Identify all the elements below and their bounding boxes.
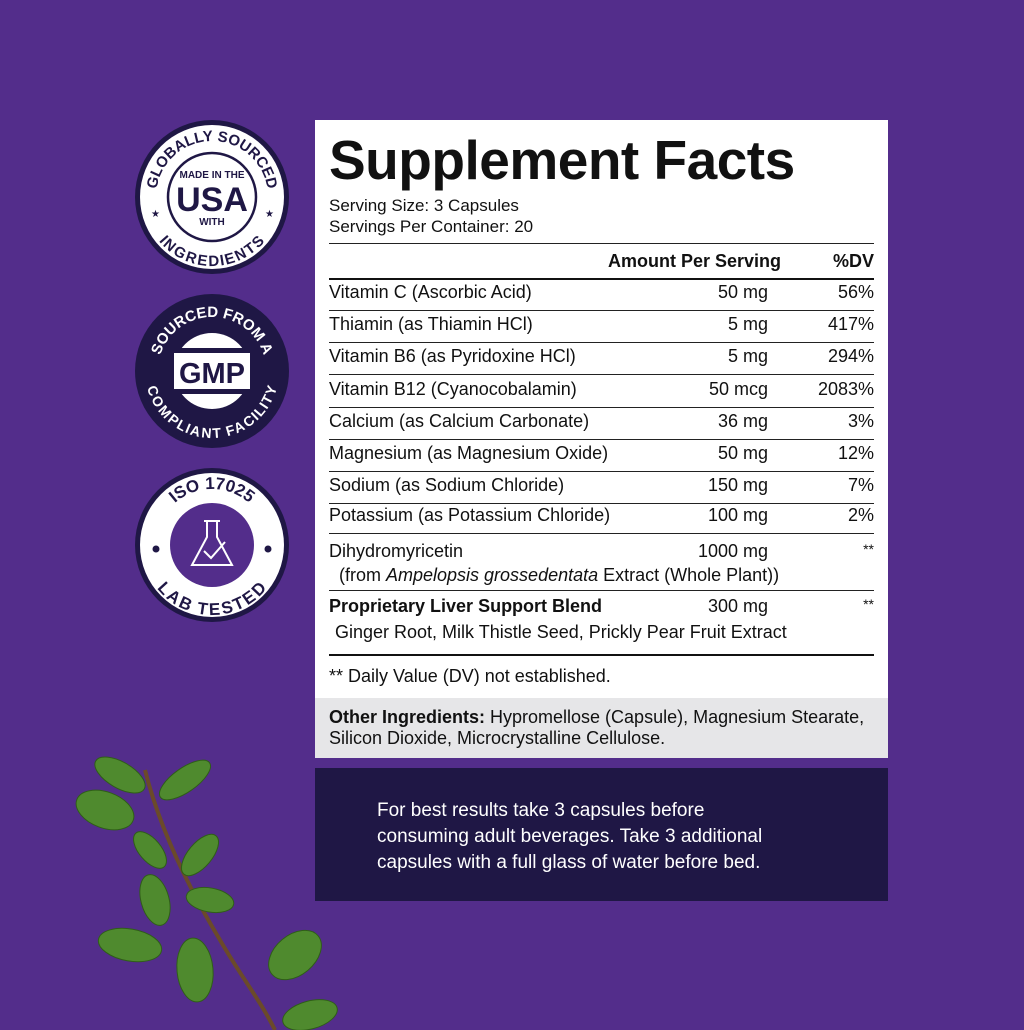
nutrient-name: Vitamin C (Ascorbic Acid) bbox=[329, 282, 532, 302]
svg-text:MADE IN THE: MADE IN THE bbox=[180, 170, 245, 181]
divider bbox=[329, 503, 874, 504]
amount-header: Amount Per Serving bbox=[607, 251, 781, 271]
divider bbox=[329, 439, 874, 440]
blend-ingredients: Ginger Root, Milk Thistle Seed, Prickly … bbox=[335, 622, 787, 642]
made-in-usa-badge: GLOBALLY SOURCED INGREDIENTS MADE IN THE… bbox=[135, 120, 289, 274]
nutrient-name: Calcium (as Calcium Carbonate) bbox=[329, 411, 590, 431]
nutrient-amount: 50 mcg bbox=[708, 379, 768, 399]
gmp-badge: SOURCED FROM A COMPLIANT FACILITY GMP bbox=[135, 294, 289, 448]
nutrient-name: Potassium (as Potassium Chloride) bbox=[329, 505, 611, 525]
svg-text:★: ★ bbox=[265, 209, 274, 220]
divider bbox=[329, 243, 874, 244]
serving-size: Serving Size: 3 Capsules bbox=[329, 196, 519, 215]
svg-text:USA: USA bbox=[176, 181, 248, 219]
dhm-source: (from Ampelopsis grossedentata Extract (… bbox=[339, 565, 780, 585]
leaf-branch-image bbox=[75, 756, 338, 1030]
nutrient-amount: 5 mg bbox=[727, 314, 768, 334]
nutrient-dv: 2083% bbox=[817, 379, 874, 399]
divider bbox=[329, 590, 874, 591]
nutrient-name: Sodium (as Sodium Chloride) bbox=[329, 475, 565, 495]
directions-box: For best results take 3 capsules before … bbox=[315, 768, 888, 901]
nutrient-amount: 100 mg bbox=[707, 505, 768, 525]
divider bbox=[329, 342, 874, 343]
footnote: ** Daily Value (DV) not established. bbox=[329, 666, 611, 686]
nutrient-dv: 7% bbox=[847, 475, 874, 495]
nutrient-amount: 50 mg bbox=[717, 443, 768, 463]
nutrient-name: Vitamin B6 (as Pyridoxine HCl) bbox=[329, 346, 576, 366]
nutrient-amount: 150 mg bbox=[707, 475, 768, 495]
nutrient-amount: 5 mg bbox=[727, 346, 768, 366]
divider bbox=[329, 310, 874, 311]
dv-header: %DV bbox=[832, 251, 874, 271]
nutrient-name: Vitamin B12 (Cyanocobalamin) bbox=[329, 379, 577, 399]
nutrient-dv: 56% bbox=[837, 282, 874, 302]
nutrient-dv: 294% bbox=[827, 346, 874, 366]
iso-lab-tested-badge: ISO 17025 LAB TESTED bbox=[135, 468, 289, 622]
divider bbox=[329, 278, 874, 280]
divider bbox=[329, 374, 874, 375]
nutrient-dv: 12% bbox=[837, 443, 874, 463]
nutrient-amount: 50 mg bbox=[717, 282, 768, 302]
panel-title: Supplement Facts bbox=[329, 129, 795, 191]
nutrient-name: Thiamin (as Thiamin HCl) bbox=[329, 314, 533, 334]
nutrient-name: Magnesium (as Magnesium Oxide) bbox=[329, 443, 609, 463]
divider bbox=[329, 533, 874, 534]
divider bbox=[329, 654, 874, 656]
svg-text:★: ★ bbox=[151, 209, 160, 220]
other-ingredients: Other Ingredients: Hypromellose (Capsule… bbox=[315, 698, 888, 758]
svg-text:WITH: WITH bbox=[199, 217, 225, 228]
supplement-facts-panel: Supplement Facts Serving Size: 3 Capsule… bbox=[315, 120, 888, 698]
flask-check-icon bbox=[190, 520, 234, 566]
svg-text:GMP: GMP bbox=[179, 358, 245, 390]
divider bbox=[329, 471, 874, 472]
nutrient-amount: 36 mg bbox=[717, 411, 768, 431]
nutrient-dv: 2% bbox=[847, 505, 874, 525]
divider bbox=[329, 407, 874, 408]
nutrient-dv: 3% bbox=[847, 411, 874, 431]
nutrient-dv: 417% bbox=[827, 314, 874, 334]
servings-per-container: Servings Per Container: 20 bbox=[329, 217, 534, 236]
